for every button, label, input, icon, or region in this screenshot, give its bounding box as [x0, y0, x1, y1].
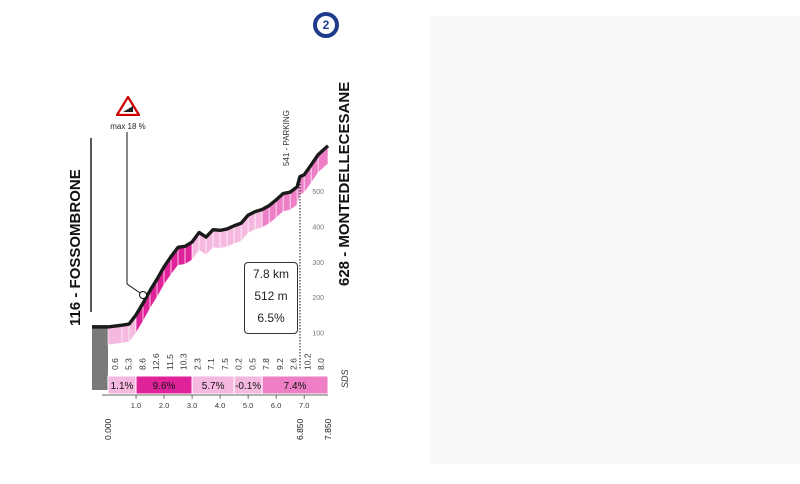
y-tick-label: 400 [312, 224, 324, 231]
segment-gradient-labels: 0.6 5.3 8.6 12.6 11.5 10.3 2.3 7.1 7.5 0.2 0.5 7.8 9… [110, 353, 350, 388]
x-tick-label: 2.0 [159, 401, 169, 410]
segment-gradient: 12.6 [151, 353, 161, 370]
climb-summary-box: 7.8 km 512 m 6.5% [244, 262, 298, 334]
x-tick-label: 7.0 [299, 401, 309, 410]
segment-gradient: 5.3 [124, 358, 134, 370]
markers: 116 - FOSSOMBRONE 628 - MONTEDELLECESANE 5… [67, 82, 353, 370]
segment-gradient: 7.8 [261, 358, 271, 370]
segment-gradient: 8.0 [316, 358, 326, 370]
gradient-band: 1.1% 9.6% 5.7% -0.1% 7.4% [102, 375, 329, 396]
segment-gradient: 10.3 [179, 353, 189, 370]
x-tick-label: 4.0 [215, 401, 225, 410]
segment-gradient: 7.5 [220, 358, 230, 370]
max-grade-point [139, 291, 147, 299]
blank-panel [430, 16, 800, 464]
segment-gradient: 0.2 [234, 358, 244, 370]
segment-gradient: 0.5 [247, 358, 257, 370]
gradient-section-label: -0.1% [235, 381, 261, 392]
profile-segment [177, 245, 186, 266]
parking-label: 541 - PARKING [282, 110, 291, 166]
gradient-section-label: 7.4% [284, 381, 307, 392]
segment-gradient: 10.2 [302, 353, 312, 370]
y-axis-ticks: 100 200 300 400 500 [312, 189, 324, 338]
warning-triangle-icon [115, 94, 141, 117]
summary-average: 6.5% [257, 311, 285, 325]
climb-number-badge: 2 [313, 12, 339, 38]
gradient-section-label: 5.7% [202, 381, 225, 392]
segment-gradient: 9.2 [275, 358, 285, 370]
segment-gradient: 11.5 [165, 354, 175, 370]
parking-km-label: 6.850 [295, 418, 305, 440]
segment-gradient: 7.1 [206, 358, 216, 370]
gradient-section-label: 1.1% [111, 381, 134, 392]
y-tick-label: 200 [312, 295, 324, 302]
x-tick-label: 1.0 [131, 401, 141, 410]
summary-gain: 512 m [254, 289, 288, 303]
road-code: SDS [340, 369, 350, 388]
end-km-label: 7.850 [323, 418, 333, 440]
profile-outline [92, 144, 330, 329]
start-name: 116 - FOSSOMBRONE [67, 169, 84, 326]
x-axis-ticks: 1.0 2.0 3.0 4.0 5.0 6.0 7.0 0.000 6.850 7.850 [103, 395, 333, 440]
finish-name: 628 - MONTEDELLECESANE [336, 82, 353, 286]
summary-length: 7.8 km [252, 267, 289, 281]
climb-profile-chart: 100 200 300 400 500 0.6 5.3 8.6 12.6 11.5 10.3 2.3… [67, 82, 353, 440]
x-tick-label: 6.0 [271, 401, 281, 410]
start-km-label: 0.000 [103, 418, 113, 440]
segment-gradient: 0.6 [110, 358, 120, 370]
max-grade-label: max 18 % [110, 122, 146, 131]
x-tick-label: 3.0 [187, 401, 197, 410]
profile-segment [212, 229, 221, 249]
max-grade-sign: max 18 % [110, 94, 146, 131]
segment-gradient: 8.6 [137, 358, 147, 370]
gradient-section-label: 9.6% [153, 381, 176, 392]
profile-line [92, 144, 330, 329]
segment-gradient: 2.6 [289, 358, 299, 370]
profile-area [108, 145, 328, 368]
gradient-section [261, 375, 329, 395]
y-tick-label: 300 [312, 260, 324, 267]
x-tick-label: 5.0 [243, 401, 253, 410]
y-tick-label: 500 [312, 189, 324, 196]
y-tick-label: 100 [312, 331, 324, 338]
start-block [92, 324, 108, 390]
segment-gradient: 2.3 [192, 358, 202, 370]
profile-segment [121, 323, 130, 344]
